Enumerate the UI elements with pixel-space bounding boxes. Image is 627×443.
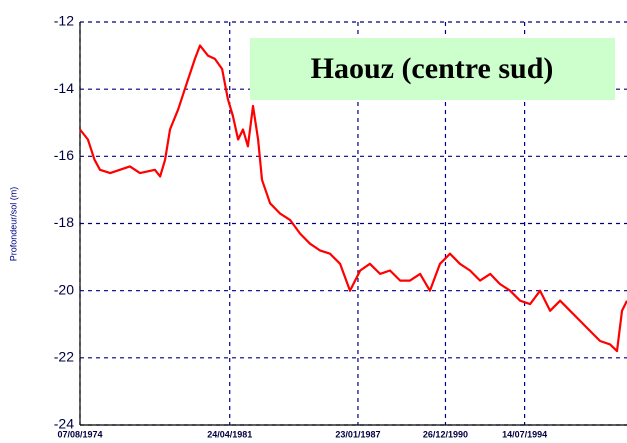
y-tick-label: -12	[54, 13, 74, 29]
y-tick-label: -20	[54, 281, 74, 297]
x-tick-label: 24/04/1981	[207, 429, 252, 439]
y-tick-label: -22	[54, 349, 74, 365]
y-axis-label: Profondeur/sol (m)	[8, 187, 18, 262]
x-tick-label: 23/01/1987	[335, 429, 380, 439]
data-line	[79, 44, 627, 353]
chart-title: Haouz (centre sud)	[311, 52, 554, 85]
y-tick-label: -14	[54, 80, 74, 96]
y-tick-label: -18	[54, 214, 74, 230]
x-tick-label: 14/07/1994	[502, 429, 547, 439]
x-tick-label: 26/12/1990	[423, 429, 468, 439]
x-tick-label: 07/08/1974	[57, 429, 102, 439]
y-tick-label: -24	[54, 416, 74, 432]
y-tick-label: -16	[54, 147, 74, 163]
title-box	[250, 38, 615, 100]
